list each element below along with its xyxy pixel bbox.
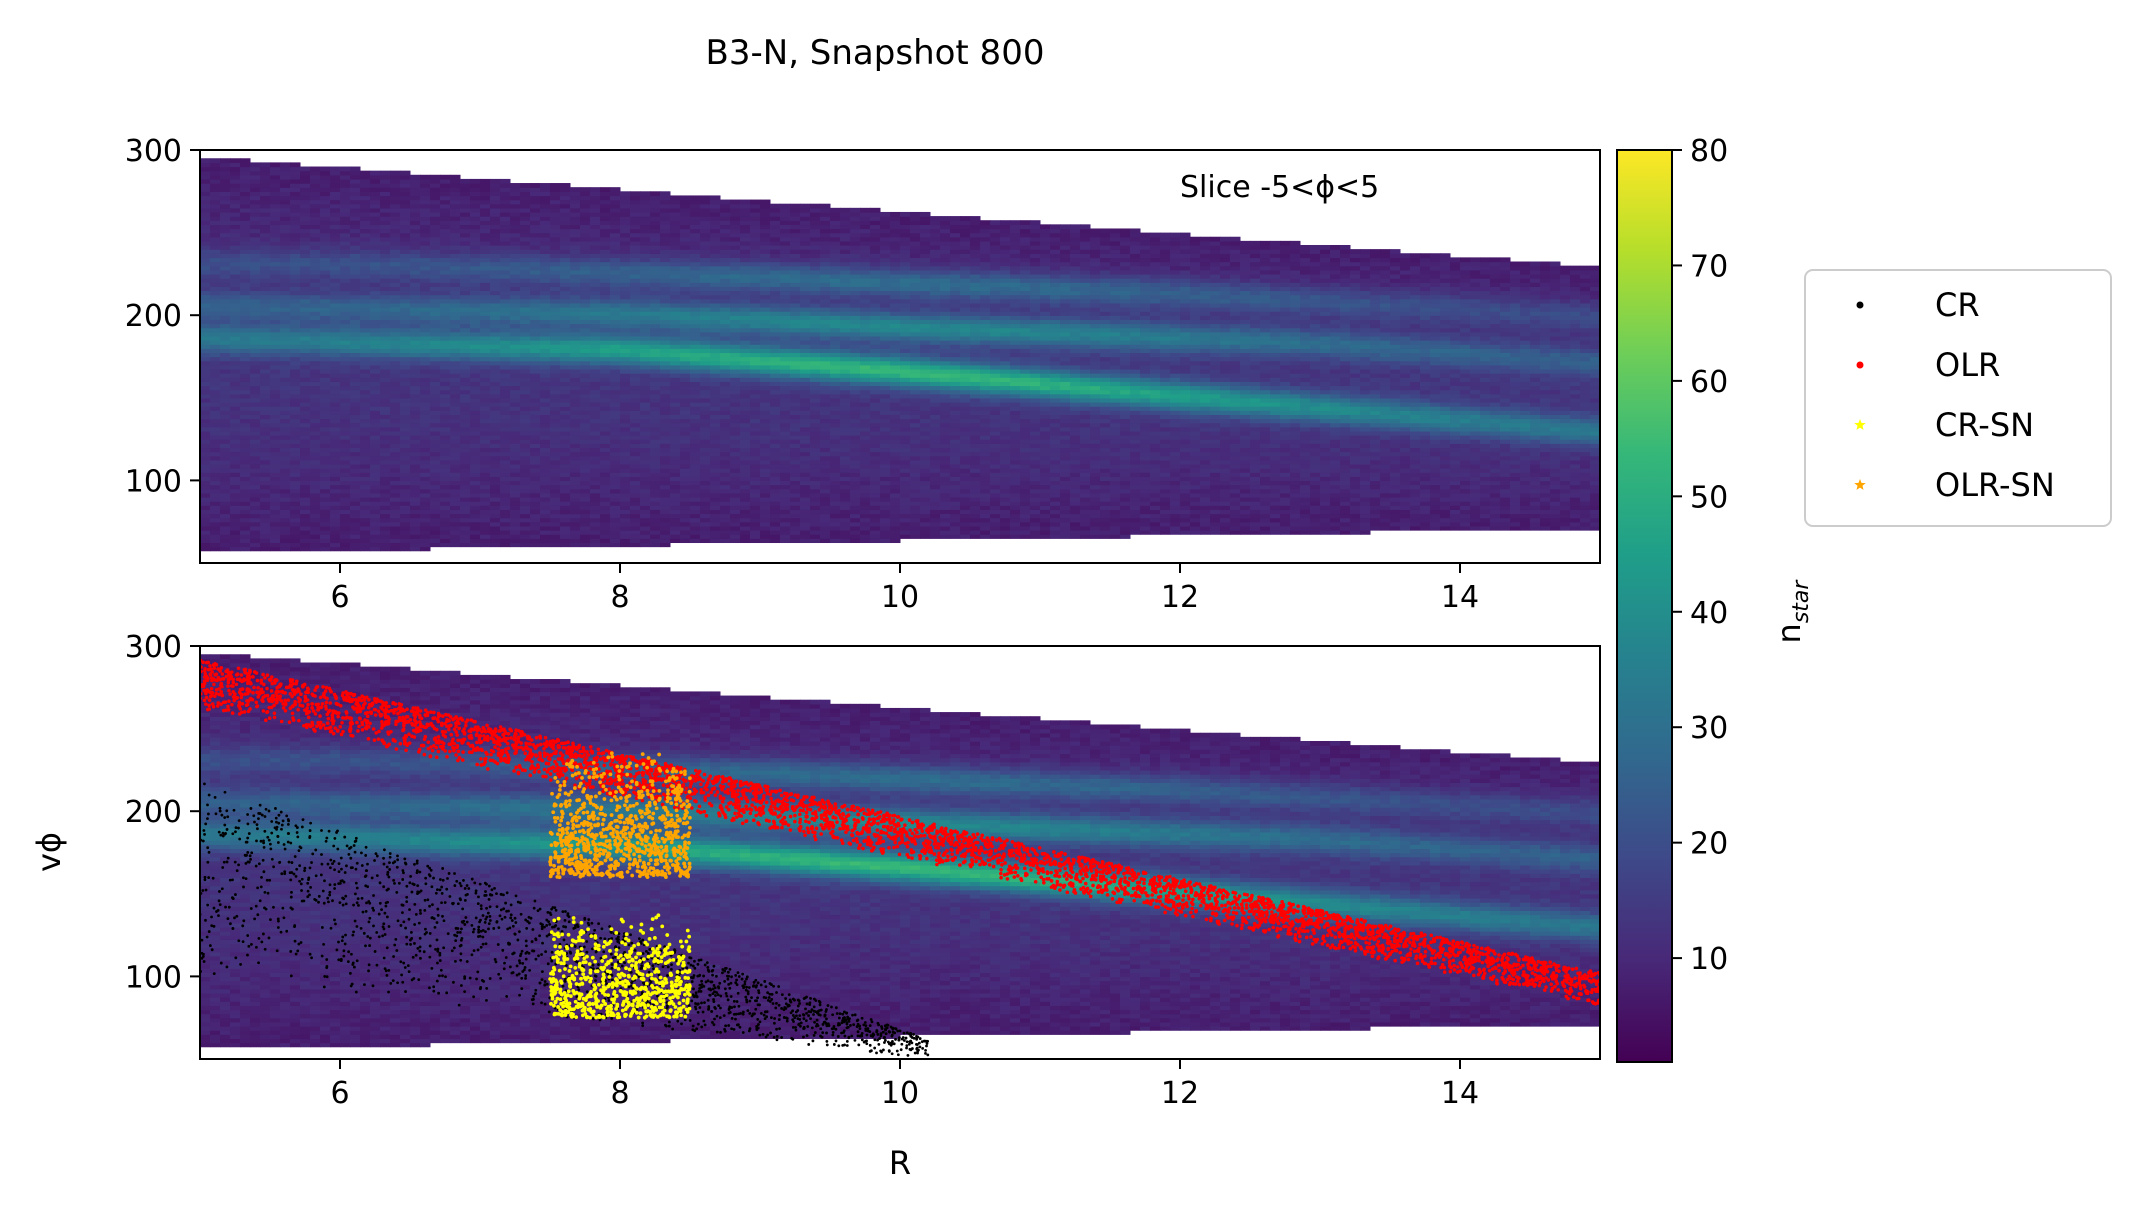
- bottom-scatter-layer: [200, 654, 1600, 1057]
- x-tick-label: 10: [881, 580, 919, 615]
- colorbar-tick-label: 50: [1690, 480, 1728, 515]
- top-panel: 6 8 10 12 14 100 200 300 Slice -5<ϕ<5: [125, 134, 1601, 615]
- x-tick-label: 6: [330, 580, 349, 615]
- figure-title: B3-N, Snapshot 800: [706, 33, 1045, 73]
- legend-label: CR: [1935, 286, 1980, 324]
- x-tick-label: 6: [330, 1076, 349, 1111]
- legend-item: OLR-SN: [1854, 466, 2055, 504]
- top-slice-annotation: Slice -5<ϕ<5: [1180, 170, 1379, 205]
- colorbar-frame: [1616, 149, 1673, 1063]
- legend-label: OLR: [1935, 346, 2000, 384]
- legend-item: OLR: [1856, 346, 2000, 384]
- legend-label: CR-SN: [1935, 406, 2034, 444]
- legend-item: CR: [1856, 286, 1980, 324]
- top-axis-ticks: 6 8 10 12 14 100 200 300: [125, 134, 1479, 615]
- colorbar-tick-label: 40: [1690, 596, 1728, 631]
- y-tick-label: 100: [125, 464, 182, 499]
- colorbar-tick-label: 20: [1690, 827, 1728, 862]
- y-tick-label: 300: [125, 134, 182, 169]
- bottom-axis-ticks: 6 8 10 12 14 100 200 300: [125, 630, 1479, 1111]
- colorbar-tick-label: 80: [1690, 134, 1728, 169]
- legend-items: CR OLR CR-SN OLR-SN: [1854, 286, 2055, 504]
- colorbar-label-sub: star: [1789, 579, 1814, 624]
- y-tick-label: 300: [125, 630, 182, 665]
- legend-marker-star-icon: [1854, 479, 1866, 490]
- colorbar-label: nstar: [1770, 579, 1814, 644]
- x-axis-label: R: [889, 1144, 911, 1182]
- colorbar-ticks: 10 20 30 40 50 60 70 80: [1672, 134, 1728, 977]
- x-tick-label: 12: [1161, 580, 1199, 615]
- colorbar-label-main: n: [1770, 623, 1808, 643]
- legend-label: OLR-SN: [1935, 466, 2055, 504]
- colorbar-tick-label: 30: [1690, 711, 1728, 746]
- x-tick-label: 14: [1441, 1076, 1479, 1111]
- colorbar-tick-label: 10: [1690, 942, 1728, 977]
- y-axis-label: vϕ: [30, 832, 68, 872]
- colorbar-fill: [1617, 150, 1672, 1062]
- x-tick-label: 8: [610, 1076, 629, 1111]
- top-density-layer: [200, 158, 1600, 552]
- y-tick-label: 100: [125, 960, 182, 995]
- legend: CR OLR CR-SN OLR-SN: [1804, 269, 2112, 527]
- legend-item: CR-SN: [1854, 406, 2034, 444]
- legend-marker-dot-icon: [1856, 361, 1864, 369]
- y-tick-label: 200: [125, 795, 182, 830]
- x-tick-label: 8: [610, 580, 629, 615]
- x-tick-label: 14: [1441, 580, 1479, 615]
- y-tick-label: 200: [125, 299, 182, 334]
- x-tick-label: 12: [1161, 1076, 1199, 1111]
- colorbar-tick-label: 70: [1690, 249, 1728, 284]
- colorbar: 10 20 30 40 50 60 70 80 nstar: [1616, 134, 1814, 1063]
- legend-marker-dot-icon: [1856, 301, 1864, 309]
- colorbar-tick-label: 60: [1690, 365, 1728, 400]
- x-tick-label: 10: [881, 1076, 919, 1111]
- bottom-panel: 6 8 10 12 14 100 200 300 R vϕ: [30, 630, 1601, 1182]
- legend-box: [1804, 269, 2112, 527]
- legend-marker-star-icon: [1854, 419, 1866, 430]
